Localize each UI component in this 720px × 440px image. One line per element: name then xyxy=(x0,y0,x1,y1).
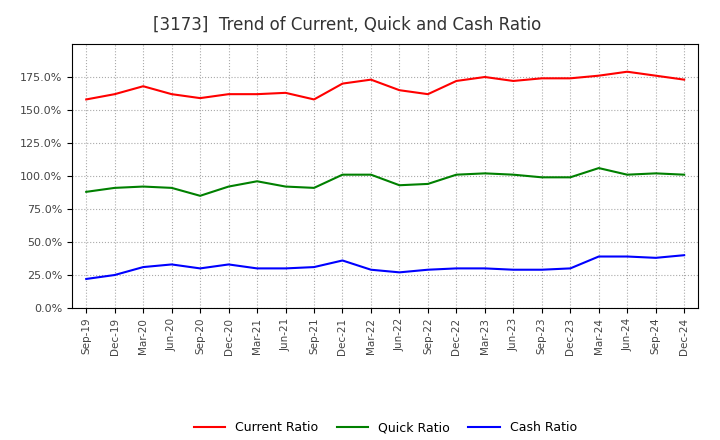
Quick Ratio xyxy=(167,185,176,191)
Quick Ratio xyxy=(452,172,461,177)
Cash Ratio xyxy=(82,276,91,282)
Current Ratio xyxy=(480,74,489,80)
Quick Ratio xyxy=(253,179,261,184)
Quick Ratio xyxy=(509,172,518,177)
Cash Ratio xyxy=(310,264,318,270)
Current Ratio xyxy=(310,97,318,102)
Cash Ratio xyxy=(139,264,148,270)
Cash Ratio xyxy=(282,266,290,271)
Current Ratio xyxy=(167,92,176,97)
Current Ratio xyxy=(652,73,660,78)
Current Ratio xyxy=(395,88,404,93)
Cash Ratio xyxy=(509,267,518,272)
Cash Ratio xyxy=(167,262,176,267)
Legend: Current Ratio, Quick Ratio, Cash Ratio: Current Ratio, Quick Ratio, Cash Ratio xyxy=(189,416,582,439)
Current Ratio xyxy=(253,92,261,97)
Current Ratio xyxy=(110,92,119,97)
Quick Ratio xyxy=(537,175,546,180)
Cash Ratio xyxy=(652,255,660,260)
Cash Ratio xyxy=(253,266,261,271)
Cash Ratio xyxy=(595,254,603,259)
Quick Ratio xyxy=(566,175,575,180)
Quick Ratio xyxy=(82,189,91,194)
Current Ratio xyxy=(423,92,432,97)
Cash Ratio xyxy=(338,258,347,263)
Line: Quick Ratio: Quick Ratio xyxy=(86,168,684,196)
Quick Ratio xyxy=(225,184,233,189)
Quick Ratio xyxy=(623,172,631,177)
Current Ratio xyxy=(82,97,91,102)
Current Ratio xyxy=(139,84,148,89)
Current Ratio xyxy=(680,77,688,82)
Quick Ratio xyxy=(680,172,688,177)
Cash Ratio xyxy=(452,266,461,271)
Line: Current Ratio: Current Ratio xyxy=(86,72,684,99)
Cash Ratio xyxy=(423,267,432,272)
Text: [3173]  Trend of Current, Quick and Cash Ratio: [3173] Trend of Current, Quick and Cash … xyxy=(153,16,541,34)
Cash Ratio xyxy=(623,254,631,259)
Line: Cash Ratio: Cash Ratio xyxy=(86,255,684,279)
Cash Ratio xyxy=(110,272,119,278)
Current Ratio xyxy=(196,95,204,101)
Cash Ratio xyxy=(480,266,489,271)
Cash Ratio xyxy=(196,266,204,271)
Current Ratio xyxy=(225,92,233,97)
Current Ratio xyxy=(338,81,347,86)
Current Ratio xyxy=(623,69,631,74)
Quick Ratio xyxy=(652,171,660,176)
Cash Ratio xyxy=(680,253,688,258)
Cash Ratio xyxy=(395,270,404,275)
Cash Ratio xyxy=(537,267,546,272)
Quick Ratio xyxy=(423,181,432,187)
Quick Ratio xyxy=(480,171,489,176)
Quick Ratio xyxy=(366,172,375,177)
Current Ratio xyxy=(595,73,603,78)
Current Ratio xyxy=(282,90,290,95)
Current Ratio xyxy=(509,78,518,84)
Quick Ratio xyxy=(196,193,204,198)
Quick Ratio xyxy=(338,172,347,177)
Current Ratio xyxy=(566,76,575,81)
Current Ratio xyxy=(452,78,461,84)
Quick Ratio xyxy=(139,184,148,189)
Current Ratio xyxy=(366,77,375,82)
Quick Ratio xyxy=(395,183,404,188)
Cash Ratio xyxy=(566,266,575,271)
Quick Ratio xyxy=(310,185,318,191)
Cash Ratio xyxy=(366,267,375,272)
Current Ratio xyxy=(537,76,546,81)
Quick Ratio xyxy=(282,184,290,189)
Quick Ratio xyxy=(595,165,603,171)
Quick Ratio xyxy=(110,185,119,191)
Cash Ratio xyxy=(225,262,233,267)
